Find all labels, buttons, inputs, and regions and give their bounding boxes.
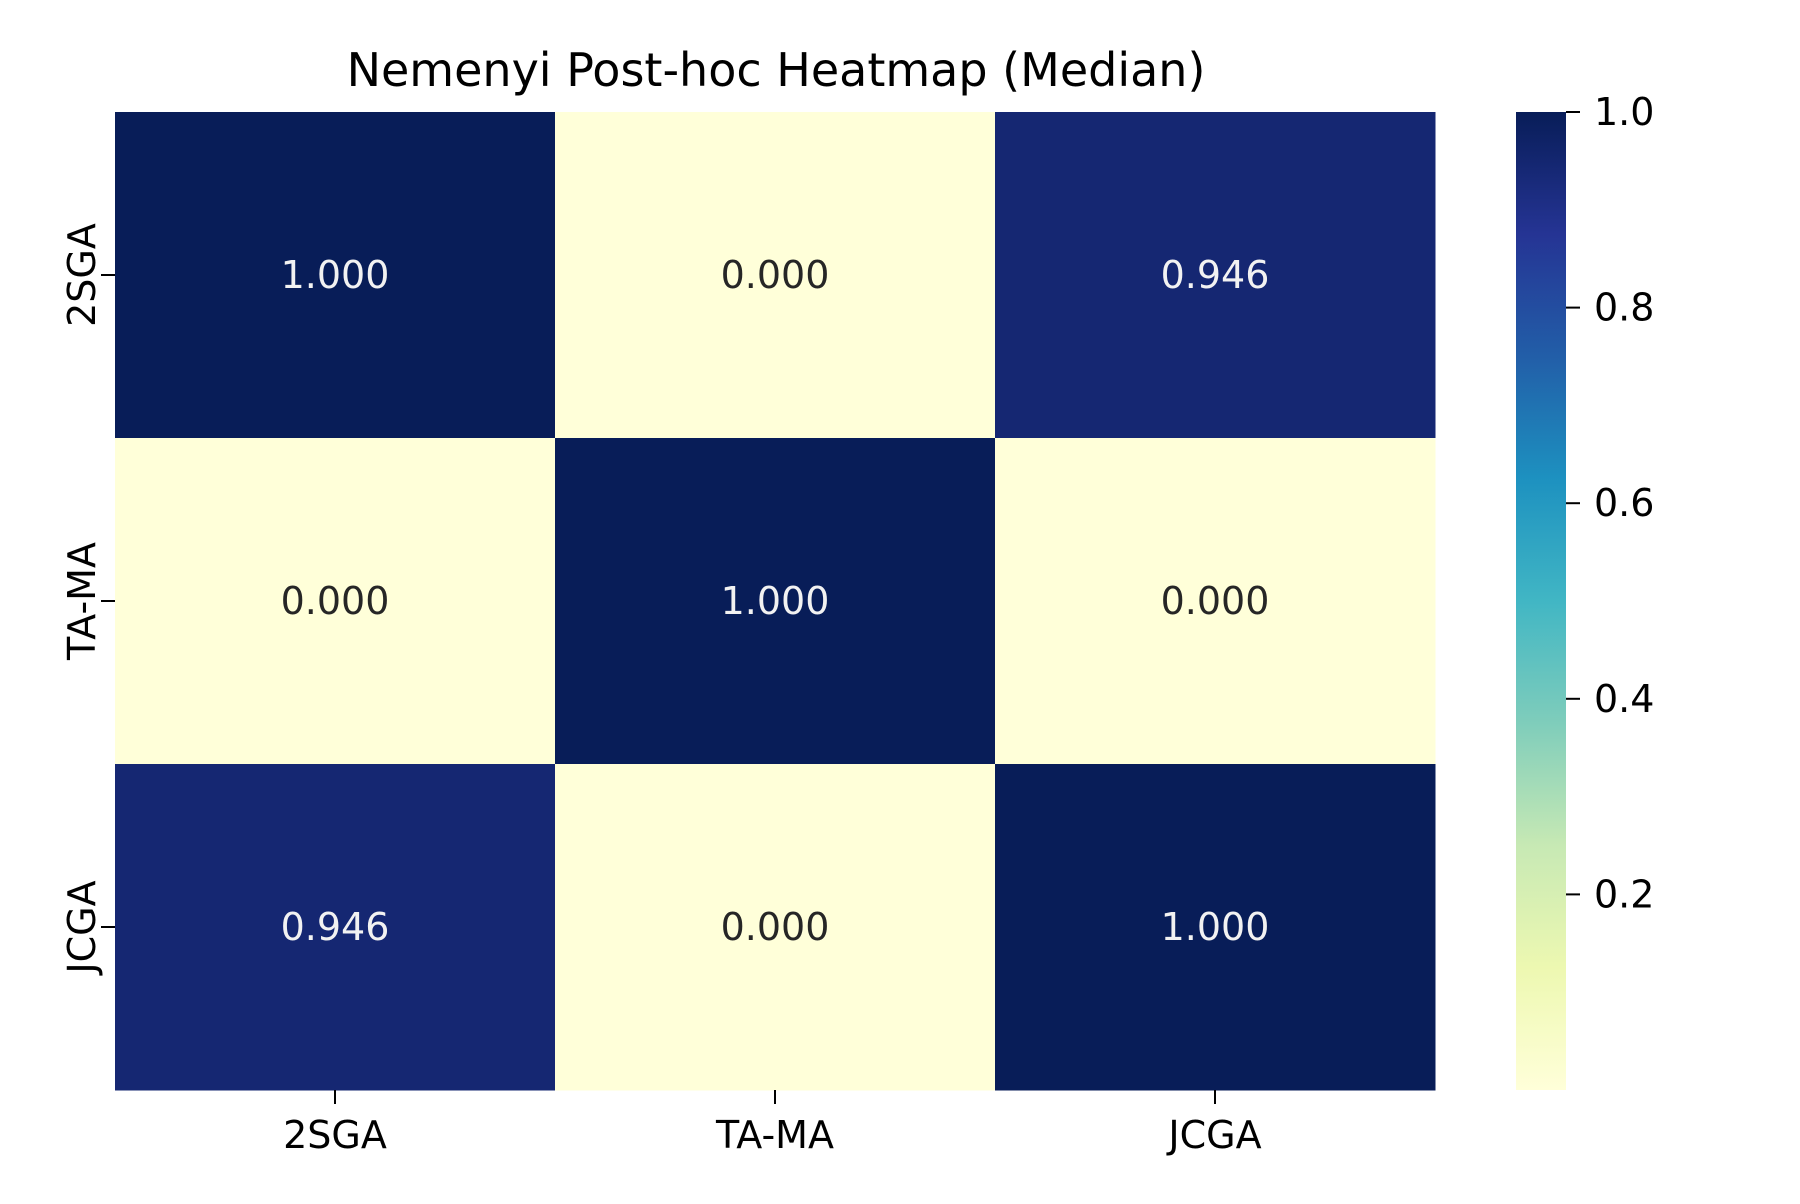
chart-title: Nemenyi Post-hoc Heatmap (Median) — [347, 43, 1206, 97]
colorbar-tick-label: 1.0 — [1594, 90, 1654, 134]
cell-value-label: 0.946 — [281, 905, 390, 949]
cell-value-label: 1.000 — [721, 579, 830, 623]
x-tick-label: JCGA — [1166, 1113, 1261, 1157]
colorbar-tick-label: 0.8 — [1594, 286, 1654, 330]
y-tick-label: JCGA — [60, 880, 104, 975]
y-tick-label: 2SGA — [60, 223, 104, 327]
heatmap-cell — [555, 112, 996, 439]
heatmap-cell — [115, 764, 556, 1091]
colorbar: 0.2 0.4 0.6 0.8 1.0 — [1516, 90, 1654, 1090]
colorbar-tick-label: 0.4 — [1594, 677, 1654, 721]
cell-value-label: 0.946 — [1161, 253, 1270, 297]
cell-value-label: 1.000 — [1161, 905, 1270, 949]
colorbar-tick-label: 0.2 — [1594, 872, 1654, 916]
cell-annotations: 1.000 0.000 0.946 0.000 1.000 0.000 0.946 0.000… — [281, 253, 1270, 949]
colorbar-gradient — [1516, 112, 1566, 1090]
y-axis: 2SGA TA-MA JCGA — [60, 223, 115, 976]
y-tick-label: TA-MA — [60, 542, 104, 661]
heatmap-cell — [995, 764, 1436, 1091]
heatmap-cell — [115, 438, 556, 765]
heatmap-cell — [555, 438, 996, 765]
heatmap-cell — [115, 112, 556, 439]
x-tick-label: TA-MA — [715, 1113, 834, 1157]
cell-value-label: 0.000 — [281, 579, 390, 623]
x-tick-label: 2SGA — [283, 1113, 387, 1157]
cell-value-label: 0.000 — [721, 905, 830, 949]
colorbar-tick-label: 0.6 — [1594, 481, 1654, 525]
x-axis: 2SGA TA-MA JCGA — [283, 1090, 1262, 1157]
heatmap-cell — [555, 764, 996, 1091]
heatmap-cells — [115, 112, 1436, 1091]
cell-value-label: 1.000 — [281, 253, 390, 297]
cell-value-label: 0.000 — [1161, 579, 1270, 623]
heatmap-cell — [995, 112, 1436, 439]
cell-value-label: 0.000 — [721, 253, 830, 297]
heatmap-cell — [995, 438, 1436, 765]
